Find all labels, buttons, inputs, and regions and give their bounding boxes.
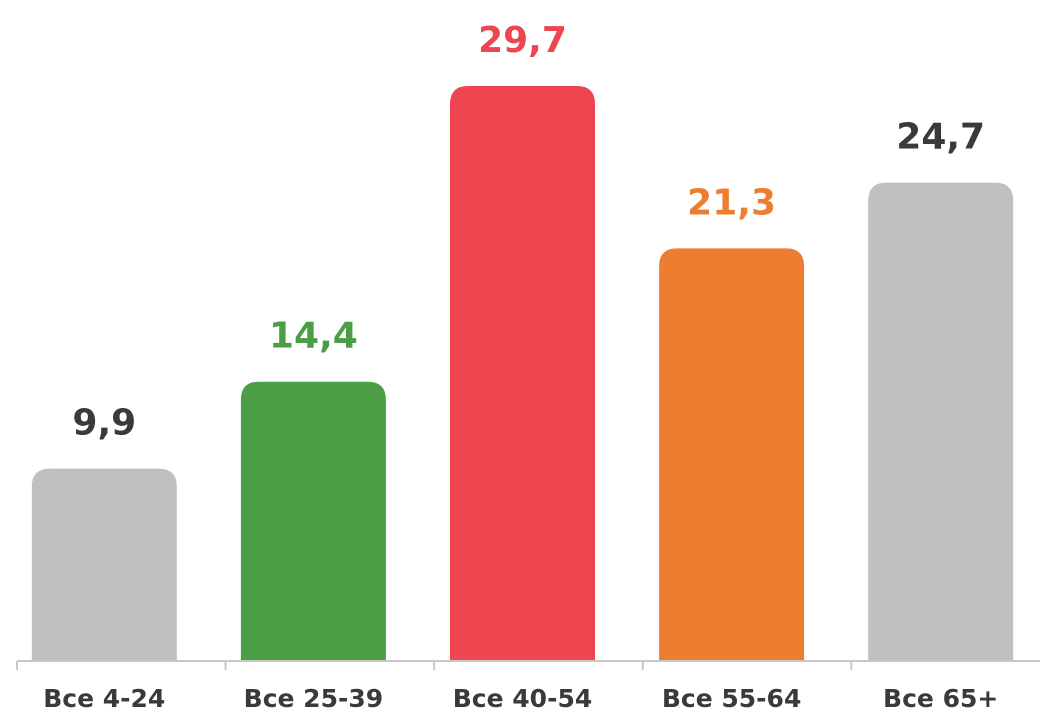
- bar: [31, 468, 177, 660]
- x-tick-label: Все 4-24: [43, 684, 165, 713]
- value-label: 21,3: [687, 182, 776, 223]
- bar: [659, 248, 805, 660]
- value-label: 29,7: [478, 20, 567, 61]
- x-tick-label: Все 25-39: [244, 684, 384, 713]
- bar: [450, 86, 595, 660]
- bar: [868, 182, 1014, 660]
- x-tick-label: Все 40-54: [453, 684, 593, 713]
- x-tick-label: Все 55-64: [662, 684, 802, 713]
- bar: [240, 381, 386, 660]
- value-label: 24,7: [896, 117, 985, 158]
- value-label: 9,9: [72, 403, 136, 444]
- x-tick-label: Все 65+: [883, 684, 998, 713]
- value-label: 14,4: [269, 316, 358, 357]
